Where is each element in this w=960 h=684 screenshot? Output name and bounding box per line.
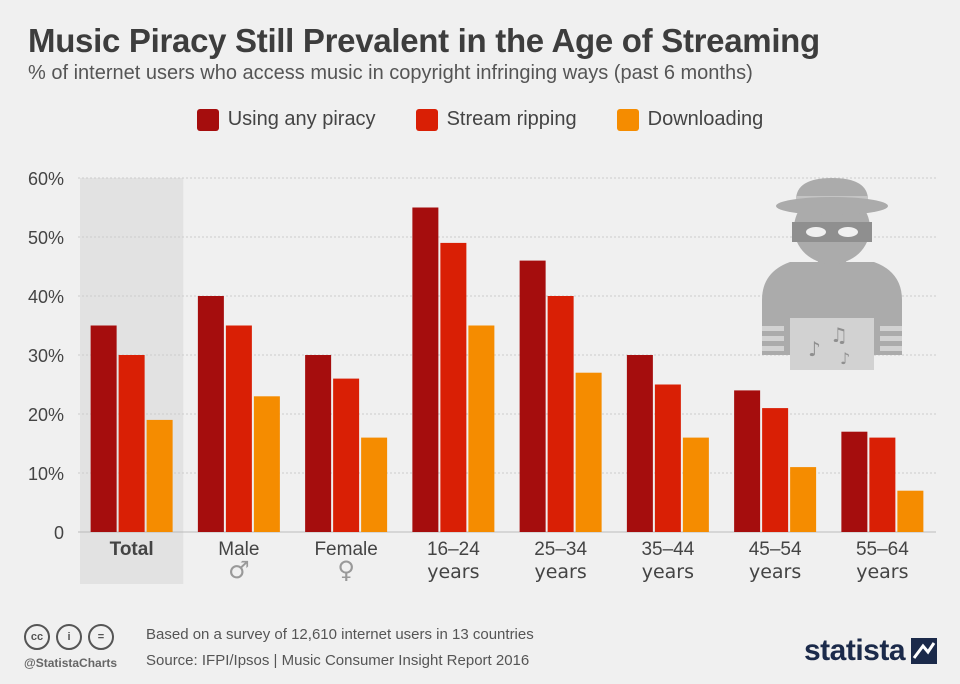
pirate-eye-left	[806, 227, 826, 237]
legend-item-stream-ripping: Stream ripping	[415, 108, 577, 131]
x-tick-label-line2: years	[427, 561, 479, 583]
bar-chart: 0 10% 20% 30% 40% 50% 60% Total Male♂ Female♀ 16–2…	[28, 169, 936, 584]
y-tick-label: 40%	[28, 287, 64, 307]
legend: Using any piracy Stream ripping Download…	[0, 108, 960, 131]
bar	[225, 325, 252, 532]
bar	[682, 437, 709, 532]
bar	[626, 355, 653, 532]
brand-mark-icon	[911, 638, 938, 664]
x-tick-label-line2: years	[534, 561, 586, 583]
bar	[305, 355, 332, 532]
y-tick-label: 60%	[28, 169, 64, 189]
pirate-eye-right	[838, 227, 858, 237]
brand-text: statista	[804, 634, 906, 667]
bar	[118, 355, 145, 532]
x-tick-label: 45–54	[749, 539, 802, 560]
bar	[197, 296, 224, 532]
bar	[333, 378, 360, 532]
svg-text:♫: ♫	[830, 323, 848, 347]
bar	[897, 490, 924, 532]
music-pirate-icon: ♪ ♫ ♪	[762, 178, 902, 370]
bar	[762, 408, 789, 532]
chart-title: Music Piracy Still Prevalent in the Age …	[28, 22, 820, 59]
y-tick-label: 50%	[28, 228, 64, 248]
bar	[734, 390, 761, 532]
bar	[869, 437, 896, 532]
svg-text:♪: ♪	[840, 349, 850, 368]
survey-note: Based on a survey of 12,610 internet use…	[146, 626, 534, 643]
legend-label-stream-ripping: Stream ripping	[446, 108, 577, 130]
bar	[146, 419, 173, 532]
legend-item-downloading: Downloading	[616, 108, 764, 131]
social-handle[interactable]: @StatistaCharts	[24, 656, 118, 670]
bar	[790, 467, 817, 532]
x-tick-label-line2: years	[856, 561, 908, 583]
x-tick-label: Total	[110, 539, 154, 560]
gender-icon: ♀	[337, 556, 355, 584]
bar	[575, 372, 602, 532]
legend-swatch-downloading	[616, 108, 639, 131]
legend-label-downloading: Downloading	[647, 108, 764, 130]
x-tick-label: 25–34	[534, 539, 587, 560]
license-icons: cc i =	[24, 624, 114, 650]
gender-icon: ♂	[228, 556, 250, 584]
y-tick-label: 10%	[28, 464, 64, 484]
legend-label-any-piracy: Using any piracy	[227, 108, 376, 130]
x-tick-label: Female	[314, 539, 377, 560]
y-tick-label: 30%	[28, 346, 64, 366]
legend-swatch-stream-ripping	[415, 108, 438, 131]
legend-item-any-piracy: Using any piracy	[196, 108, 376, 131]
legend-swatch-any-piracy	[196, 108, 219, 131]
bar	[361, 437, 388, 532]
y-tick-label: 0	[54, 523, 64, 543]
bar	[412, 207, 439, 532]
x-tick-label: 35–44	[641, 539, 694, 560]
chart-subtitle: % of internet users who access music in …	[28, 62, 753, 84]
statista-logo[interactable]: statista	[804, 634, 938, 668]
x-tick-label-line2: years	[642, 561, 694, 583]
bar	[90, 325, 117, 532]
pirate-laptop	[790, 318, 874, 370]
svg-text:♪: ♪	[808, 337, 821, 361]
y-tick-label: 20%	[28, 405, 64, 425]
by-icon: i	[56, 624, 82, 650]
nd-icon: =	[88, 624, 114, 650]
pirate-hat-brim	[776, 197, 888, 215]
pirate-mask	[792, 222, 872, 242]
x-tick-label: Male	[218, 539, 259, 560]
x-tick-label: 55–64	[856, 539, 909, 560]
x-tick-label-line2: years	[749, 561, 801, 583]
bar	[440, 242, 467, 532]
bar	[253, 396, 280, 532]
source-note: Source: IFPI/Ipsos | Music Consumer Insi…	[146, 652, 530, 669]
pirate-hat-crown	[796, 178, 868, 200]
bar	[841, 431, 868, 532]
bar	[547, 296, 574, 532]
bar	[519, 260, 546, 532]
x-tick-label: 16–24	[427, 539, 480, 560]
cc-icon: cc	[24, 624, 50, 650]
bar	[468, 325, 495, 532]
bar	[654, 384, 681, 532]
